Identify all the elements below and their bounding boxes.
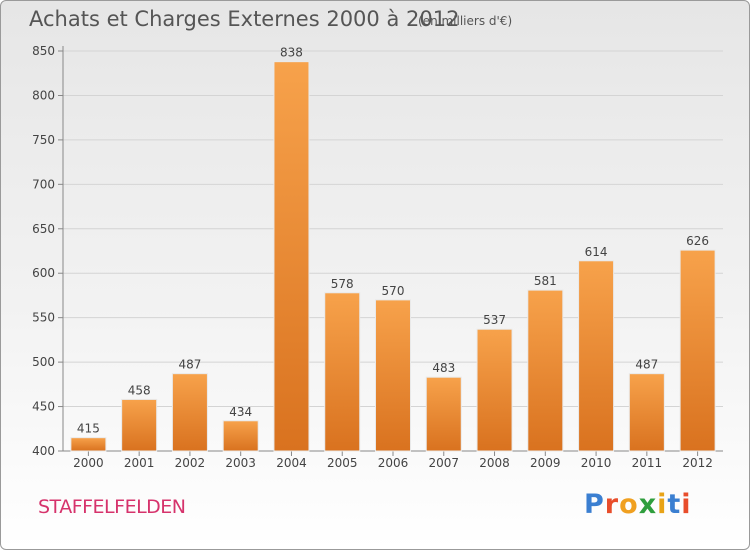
logo-letter: P	[584, 489, 605, 520]
bar-value-label: 487	[635, 358, 658, 372]
bar-value-label: 415	[77, 422, 100, 436]
bar-2004	[273, 61, 310, 452]
bar-value-label: 570	[382, 284, 405, 298]
x-tick-label: 2002	[175, 456, 206, 470]
logo-letter: x	[638, 489, 658, 520]
y-tick-label: 850	[32, 44, 55, 58]
bar-value-label: 578	[331, 277, 354, 291]
x-tick-label: 2004	[276, 456, 307, 470]
x-tick-label: 2011	[632, 456, 663, 470]
x-tick-label: 2010	[581, 456, 612, 470]
x-tick-label: 2001	[124, 456, 155, 470]
y-tick-label: 800	[32, 88, 55, 102]
x-tick-label: 2006	[378, 456, 409, 470]
logo-letter: r	[604, 489, 620, 520]
logo-letter: t	[667, 489, 682, 520]
bar-2009	[527, 289, 564, 452]
bar-value-label: 614	[585, 245, 608, 259]
x-tick-label: 2009	[530, 456, 561, 470]
logo-letter: i	[657, 489, 668, 520]
x-tick-label: 2012	[682, 456, 713, 470]
bar-2007	[425, 376, 462, 452]
y-tick-label: 650	[32, 222, 55, 236]
bars	[70, 61, 716, 452]
y-tick-label: 750	[32, 133, 55, 147]
y-tick-label: 500	[32, 355, 55, 369]
bar-value-label: 458	[128, 383, 151, 397]
bar-value-label: 537	[483, 313, 506, 327]
x-tick-label: 2000	[73, 456, 104, 470]
y-tick-label: 450	[32, 400, 55, 414]
x-tick-label: 2005	[327, 456, 358, 470]
bar-value-label: 434	[229, 405, 252, 419]
bar-value-label: 581	[534, 274, 557, 288]
bar-value-label: 838	[280, 46, 303, 60]
logo-letter: i	[681, 489, 692, 520]
labels: 415 2000 458 2001 487 2002 434 2003 838 2004 578 20…	[73, 46, 713, 470]
x-tick-label: 2003	[225, 456, 256, 470]
y-tick-label: 550	[32, 311, 55, 325]
chart-title: Achats et Charges Externes 2000 à 2012	[29, 7, 460, 31]
bar-2006	[375, 299, 411, 452]
proxiti-logo: Proxiti	[584, 489, 692, 520]
chart-subtitle: (en milliers d'€)	[418, 14, 513, 28]
bar-2002	[171, 373, 208, 452]
y-tick-label: 600	[32, 266, 55, 280]
bar-2011	[628, 373, 665, 452]
bar-2000	[70, 437, 107, 452]
bar-2008	[476, 328, 513, 452]
bar-value-label: 626	[686, 234, 709, 248]
bar-value-label: 487	[178, 358, 201, 372]
bar-2001	[121, 398, 158, 452]
bar-value-label: 483	[432, 361, 455, 375]
bar-2010	[578, 260, 615, 452]
bar-2012	[679, 249, 716, 452]
y-tick-label: 400	[32, 444, 55, 458]
x-tick-label: 2007	[428, 456, 459, 470]
x-tick-label: 2008	[479, 456, 510, 470]
commune-name: STAFFELFELDEN	[38, 496, 186, 518]
bar-2003	[222, 420, 259, 452]
bar-2005	[324, 292, 361, 452]
logo-letter: o	[619, 489, 639, 520]
y-tick-label: 700	[32, 177, 55, 191]
